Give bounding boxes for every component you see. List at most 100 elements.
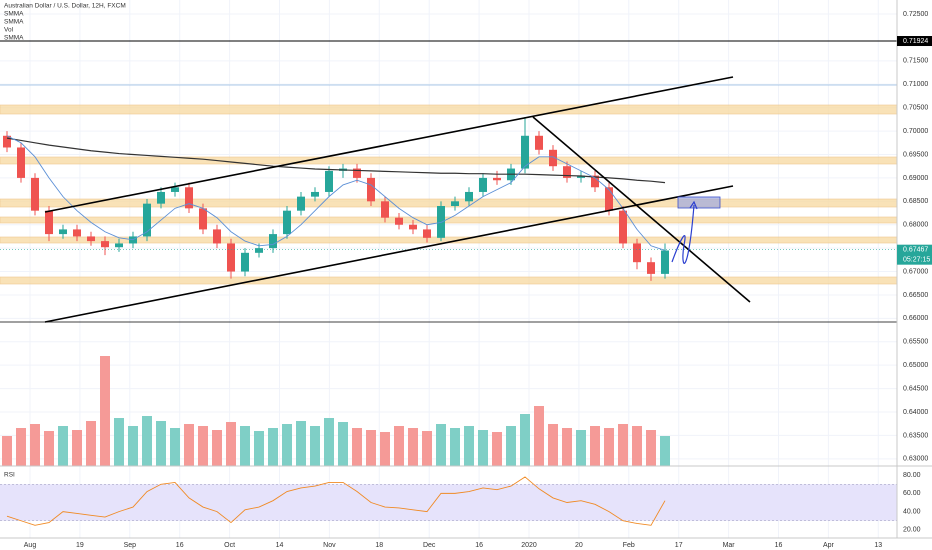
zone <box>0 156 898 165</box>
price-badge <box>897 244 932 265</box>
x-tick-label: Apr <box>823 542 835 549</box>
y-tick-label: 0.63000 <box>903 456 928 463</box>
candle-body <box>143 203 151 237</box>
rsi-tick-label: 20.00 <box>903 527 921 534</box>
y-tick-label: 0.68500 <box>903 198 928 205</box>
candle-body <box>241 252 249 272</box>
indicator-label: SMMA <box>4 35 24 42</box>
x-tick-label: 13 <box>874 542 882 549</box>
x-tick-label: 19 <box>76 542 84 549</box>
y-tick-label: 0.64500 <box>903 385 928 392</box>
candle-body <box>633 243 641 263</box>
candle-body <box>479 177 487 192</box>
volume-bar <box>394 426 404 466</box>
candle-body <box>283 210 291 235</box>
volume-bar <box>58 426 68 466</box>
volume-bar <box>590 426 600 466</box>
candle-body <box>227 243 235 272</box>
y-tick-label: 0.64000 <box>903 409 928 416</box>
y-tick-label: 0.68000 <box>903 222 928 229</box>
smma-slow <box>6 137 666 184</box>
candle-body <box>17 147 25 178</box>
volume-bar <box>72 430 82 466</box>
price-badge <box>897 36 932 47</box>
rsi-line <box>6 476 666 526</box>
candle-body <box>549 149 557 167</box>
candle-body <box>269 234 277 249</box>
volume-bar <box>142 416 152 466</box>
candle-body <box>451 201 459 206</box>
channel-top <box>44 76 734 213</box>
volume-bar <box>562 428 572 466</box>
volume-bar <box>310 426 320 466</box>
y-tick-label: 0.71000 <box>903 81 928 88</box>
volume-bar <box>478 430 488 466</box>
volume-bar <box>296 421 306 466</box>
x-tick-label: Feb <box>623 542 635 549</box>
x-tick-label: 18 <box>375 542 383 549</box>
candle-body <box>591 175 599 188</box>
candle-body <box>255 248 263 253</box>
volume-bar <box>534 406 544 466</box>
candle-body <box>31 177 39 211</box>
candle-body <box>563 166 571 178</box>
volume-bar <box>436 424 446 466</box>
y-tick-label: 0.72500 <box>903 11 928 18</box>
chart-title: Australian Dollar / U.S. Dollar, 12H, FX… <box>4 3 126 10</box>
volume-bar <box>618 424 628 466</box>
volume-bar <box>268 428 278 466</box>
volume-bar <box>646 430 656 466</box>
candle-body <box>423 229 431 238</box>
volume-bar <box>184 424 194 466</box>
x-tick-label: 16 <box>475 542 483 549</box>
candle-body <box>101 241 109 248</box>
volume-bar <box>520 414 530 466</box>
volume-bar <box>492 432 502 466</box>
volume-bar <box>632 426 642 466</box>
candle-body <box>311 191 319 197</box>
trend-lines <box>44 76 751 323</box>
y-tick-label: 0.70500 <box>903 105 928 112</box>
y-tick-label: 0.63500 <box>903 432 928 439</box>
volume-bar <box>366 430 376 466</box>
labels: 0.72500 0.71500 0.71000 0.70500 0.70000 0.695… <box>24 11 932 549</box>
countdown: 05:27:15 <box>903 257 930 264</box>
rsi-tick-label: 60.00 <box>903 490 921 497</box>
volume-bar <box>240 426 250 466</box>
volume-bar <box>226 422 236 466</box>
candle-body <box>577 175 585 178</box>
candle-body <box>157 191 165 204</box>
zone <box>0 104 898 115</box>
y-tick-label: 0.65500 <box>903 339 928 346</box>
arrow-head <box>689 200 698 210</box>
x-tick-label: 16 <box>176 542 184 549</box>
candle-body <box>45 210 53 235</box>
x-tick-label: 2020 <box>521 542 537 549</box>
candle-body <box>535 135 543 150</box>
y-tick-label: 0.69500 <box>903 151 928 158</box>
rsi-label: RSI <box>4 472 15 479</box>
indicator-label: Vol <box>4 27 14 34</box>
volume-bar <box>282 424 292 466</box>
candle-body <box>521 135 529 169</box>
candle-body <box>115 243 123 248</box>
volume-bar <box>44 431 54 466</box>
volume-bar <box>422 431 432 466</box>
x-tick-label: 14 <box>276 542 284 549</box>
x-tick-label: 17 <box>675 542 683 549</box>
candle-body <box>199 208 207 230</box>
volume-bar <box>156 421 166 466</box>
volume-bar <box>506 426 516 466</box>
candle-body <box>297 196 305 211</box>
candle-body <box>395 217 403 225</box>
x-tick-label: Sep <box>124 542 137 549</box>
indicator-label: SMMA <box>4 11 24 18</box>
volume-bar <box>114 418 124 466</box>
projection-arrow <box>671 204 695 264</box>
volume-bar <box>254 431 264 466</box>
x-tick-label: Aug <box>24 542 37 549</box>
volume-bar <box>170 428 180 466</box>
volume-bar <box>100 356 110 466</box>
candle-body <box>493 177 501 181</box>
